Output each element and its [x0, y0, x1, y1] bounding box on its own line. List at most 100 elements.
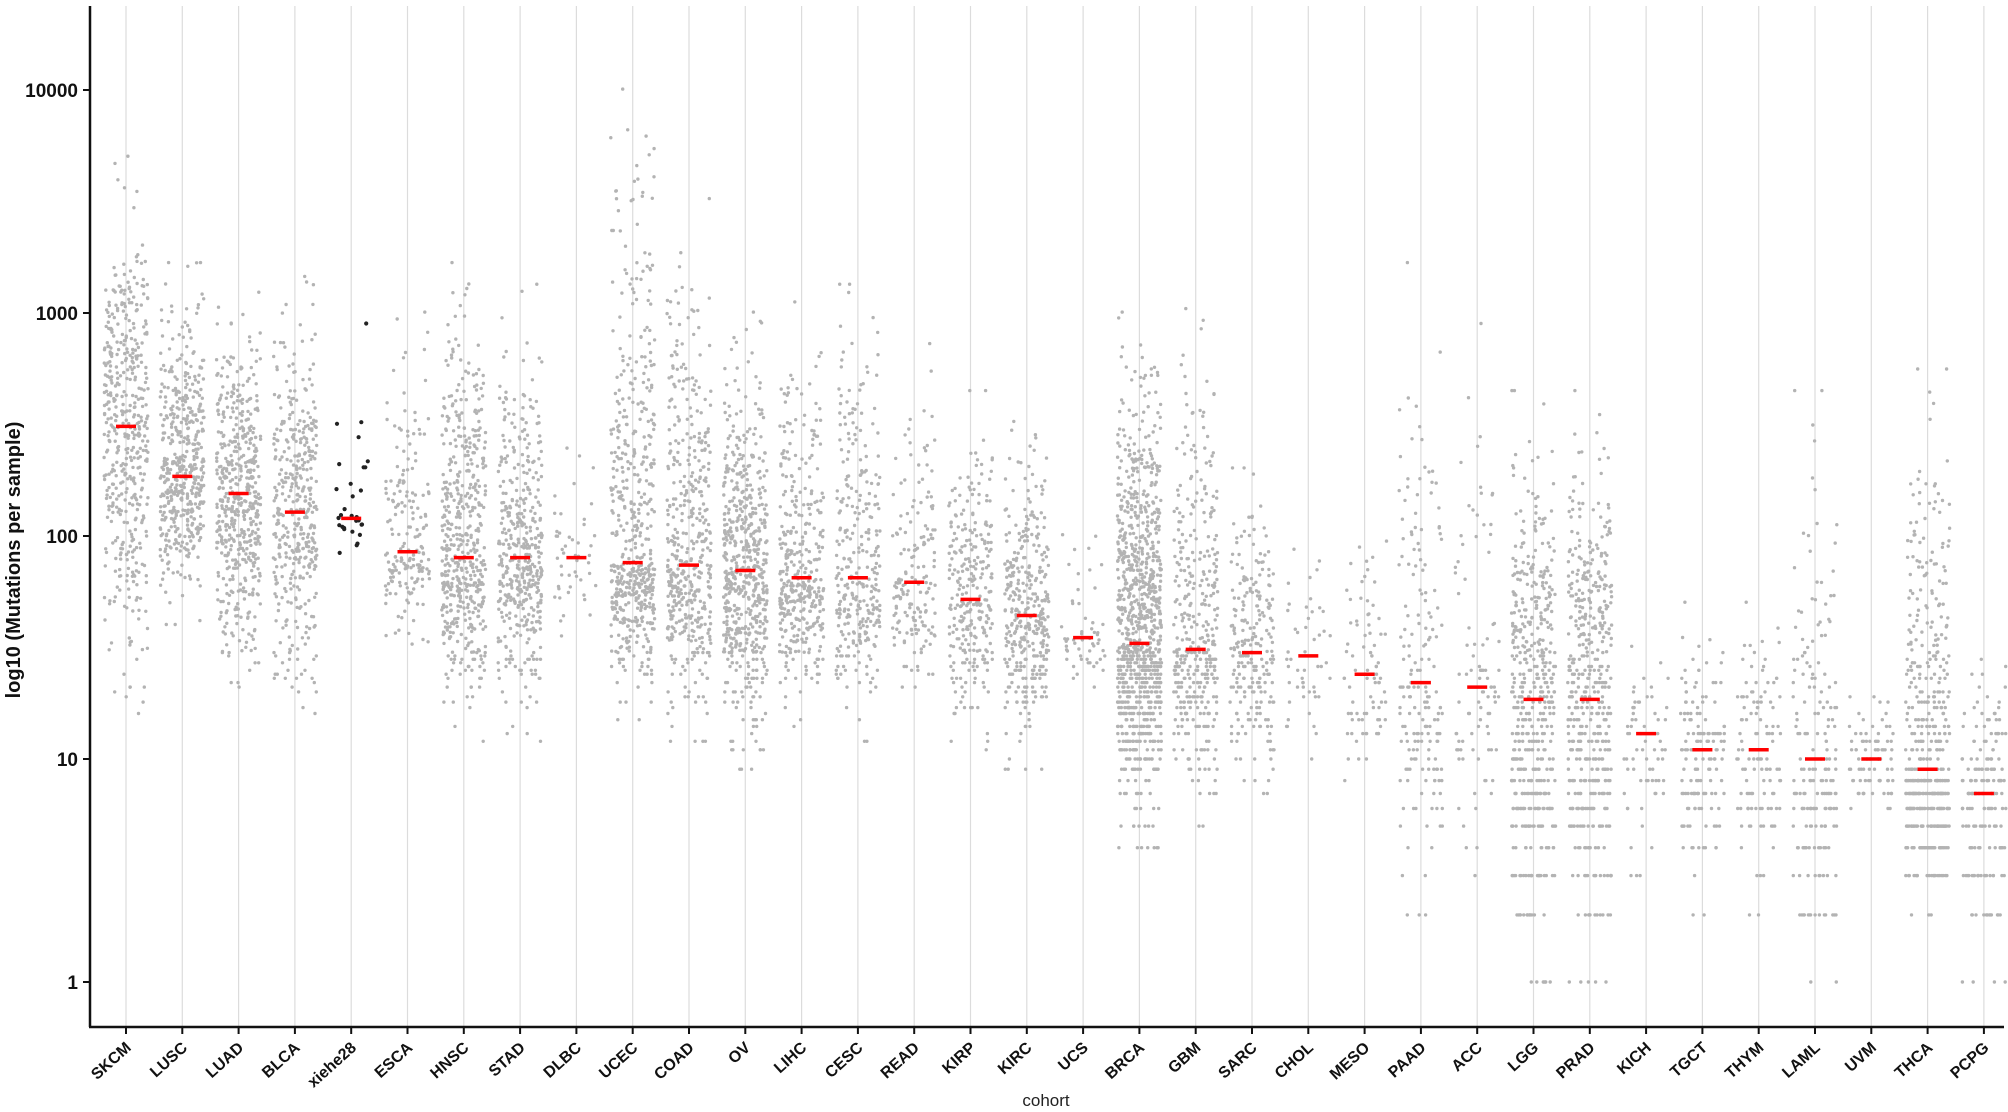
sample-point [291, 463, 296, 467]
sample-point [237, 501, 241, 506]
sample-point [178, 430, 182, 434]
sample-point [633, 524, 637, 528]
sample-point [314, 654, 318, 658]
sample-point [505, 731, 509, 736]
sample-point [705, 711, 709, 716]
sample-point [390, 579, 394, 584]
sample-point [789, 549, 793, 553]
sample-point [799, 609, 803, 613]
sample-point [248, 516, 253, 521]
sample-point [456, 578, 460, 582]
sample-point [721, 595, 726, 599]
sample-point [165, 466, 170, 470]
sample-point [225, 621, 229, 625]
sample-point [313, 563, 317, 568]
sample-point [650, 588, 655, 593]
sample-point [446, 504, 450, 509]
sample-point [199, 445, 203, 450]
sample-point [697, 459, 701, 463]
sample-point [300, 457, 304, 462]
sample-point [759, 496, 763, 500]
sample-point [127, 595, 131, 599]
sample-point [229, 453, 233, 458]
sample-point [483, 625, 488, 629]
sample-point [623, 244, 628, 248]
sample-point [746, 661, 750, 665]
sample-point [681, 531, 685, 535]
sample-point [421, 566, 425, 570]
sample-point [417, 566, 421, 570]
sample-point [611, 466, 615, 471]
sample-point [788, 441, 792, 446]
sample-point [802, 600, 807, 604]
sample-point [419, 559, 424, 563]
sample-point [734, 643, 738, 647]
sample-point [631, 302, 635, 306]
sample-point [138, 546, 143, 550]
sample-point [472, 543, 476, 547]
sample-point [288, 413, 292, 417]
sample-point [534, 471, 538, 475]
sample-point [450, 650, 455, 654]
sample-point [464, 646, 468, 651]
sample-point [763, 524, 767, 528]
sample-point [117, 382, 121, 387]
sample-point [468, 496, 472, 500]
sample-point [178, 357, 182, 361]
sample-point [233, 607, 237, 612]
sample-point [102, 412, 107, 417]
sample-point [385, 401, 389, 405]
sample-point [758, 412, 762, 416]
sample-point [445, 414, 449, 419]
sample-point [313, 541, 317, 545]
sample-point [496, 599, 501, 604]
sample-point [628, 282, 632, 286]
sample-point [707, 567, 711, 571]
sample-point [515, 521, 520, 525]
sample-point [227, 360, 231, 364]
sample-point [183, 471, 188, 476]
sample-point [229, 680, 233, 685]
sample-point [123, 498, 127, 502]
sample-point [474, 388, 479, 392]
sample-point [800, 637, 804, 641]
sample-point [818, 609, 822, 614]
sample-point [255, 515, 259, 519]
sample-point [697, 436, 701, 440]
sample-point [296, 498, 300, 502]
sample-point [675, 549, 680, 553]
sample-point [539, 573, 544, 577]
sample-point [133, 481, 137, 486]
sample-point [444, 358, 448, 363]
sample-point [215, 546, 219, 550]
sample-point [810, 453, 814, 458]
sample-point [308, 492, 313, 496]
sample-point [162, 417, 166, 422]
sample-point [709, 564, 713, 568]
sample-point [240, 649, 244, 653]
sample-point [278, 340, 283, 345]
sample-point [447, 340, 451, 344]
sample-point [693, 700, 698, 704]
sample-point [107, 485, 111, 490]
sample-point [512, 450, 516, 454]
sample-point [612, 475, 616, 479]
sample-point [482, 595, 486, 599]
sample-point [740, 626, 744, 630]
sample-point [255, 509, 260, 513]
sample-point [645, 637, 649, 641]
sample-point [450, 668, 454, 672]
sample-point [308, 453, 312, 458]
sample-point [639, 495, 644, 499]
sample-point [102, 474, 107, 478]
sample-point [198, 402, 203, 406]
sample-point [530, 543, 534, 547]
sample-point [673, 657, 678, 661]
sample-point [337, 523, 342, 528]
sample-point [144, 529, 148, 534]
sample-point [144, 534, 149, 538]
sample-point [610, 600, 614, 604]
sample-point [736, 446, 740, 450]
sample-point [476, 478, 480, 483]
sample-point [745, 430, 750, 434]
